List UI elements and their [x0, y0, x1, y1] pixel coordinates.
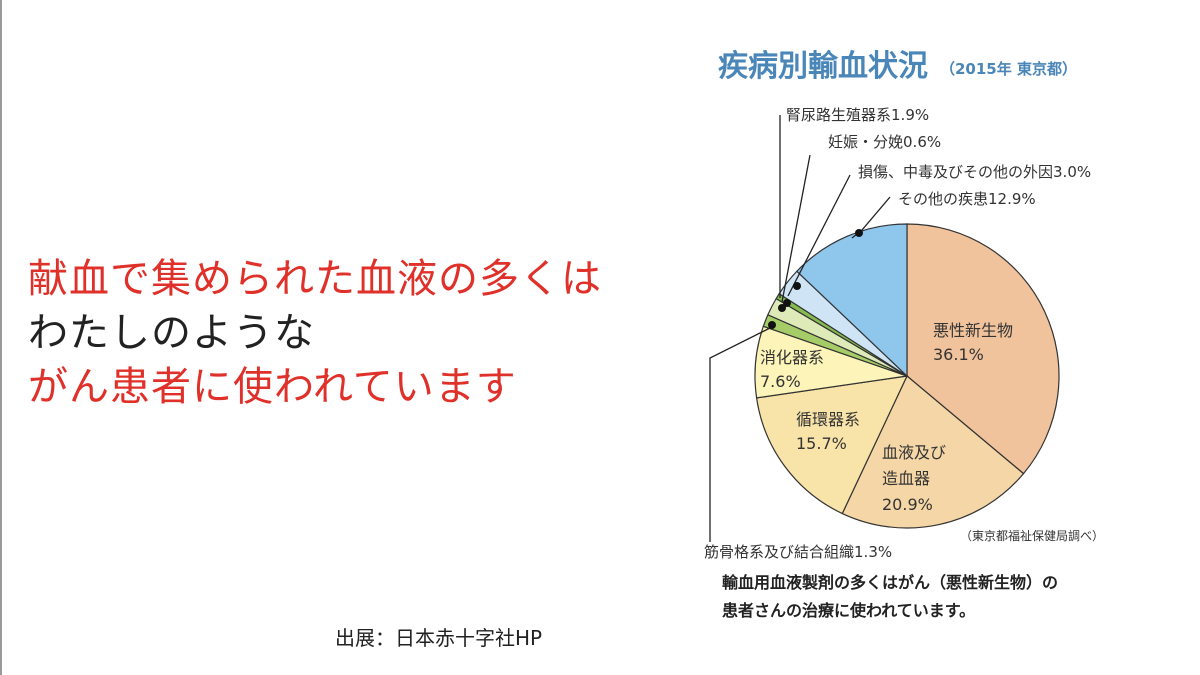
leader-line-other: [851, 196, 891, 239]
leader-lines: [709, 115, 891, 542]
pie-slice-1: [841, 375, 1025, 529]
leader-line-injury: [787, 174, 851, 297]
leader-dot-injury: [793, 282, 801, 290]
leader-dots: [768, 229, 863, 329]
label-blood-1: 血液及び: [882, 443, 946, 462]
chart-title: 疾病別輸血状況: [718, 49, 928, 84]
source-credit: 出展：日本赤十字社HP: [335, 626, 543, 650]
label-musculo: 筋骨格系及び結合組織1.3%: [704, 543, 892, 561]
value-malignant: 36.1%: [933, 345, 984, 364]
pie-chart: 疾病別輸血状況 （2015年 東京都） 腎尿路生殖器系1.9% 妊娠・分娩0.6…: [704, 49, 1104, 620]
message-line-3: がん患者に使われています: [28, 364, 517, 410]
leader-dot-other: [855, 229, 863, 237]
message-line-1: 献血で集められた血液の多くは: [28, 256, 602, 302]
pie-slice-2: [755, 375, 909, 515]
message-line-2: わたしのような: [28, 310, 315, 356]
label-other: その他の疾患12.9%: [898, 190, 1036, 208]
pie-slice-8: [796, 223, 908, 378]
leader-dot-pregnancy: [783, 299, 791, 307]
label-blood-2: 造血器: [882, 469, 930, 488]
label-pregnancy: 妊娠・分娩0.6%: [828, 133, 941, 151]
leader-line-musculo: [709, 327, 771, 542]
chart-note-line-1: 輸血用血液製剤の多くはがん（悪性新生物）の: [722, 573, 1058, 592]
pie-slice-0: [906, 223, 1060, 475]
value-digestive: 7.6%: [760, 372, 801, 391]
label-circulatory: 循環器系: [796, 410, 860, 429]
value-blood: 20.9%: [882, 495, 933, 514]
chart-subtitle: （2015年 東京都）: [940, 60, 1077, 78]
value-circulatory: 15.7%: [796, 434, 847, 453]
slide-left-border: [0, 0, 2, 675]
chart-credit: （東京都福祉保健局調べ）: [960, 528, 1104, 543]
label-renal: 腎尿路生殖器系1.9%: [786, 106, 929, 124]
label-malignant: 悪性新生物: [933, 321, 1013, 340]
chart-note-line-2: 患者さんの治療に使われています。: [722, 601, 975, 620]
pie-slices: [754, 223, 1060, 529]
leader-dot-musculo: [768, 321, 776, 329]
label-digestive: 消化器系: [760, 348, 824, 367]
slide-message: 献血で集められた血液の多くは わたしのような がん患者に使われています: [28, 252, 602, 414]
leader-line-pregnancy: [781, 154, 811, 303]
label-injury: 損傷、中毒及びその他の外因3.0%: [858, 163, 1091, 181]
leader-dot-renal: [778, 304, 786, 312]
